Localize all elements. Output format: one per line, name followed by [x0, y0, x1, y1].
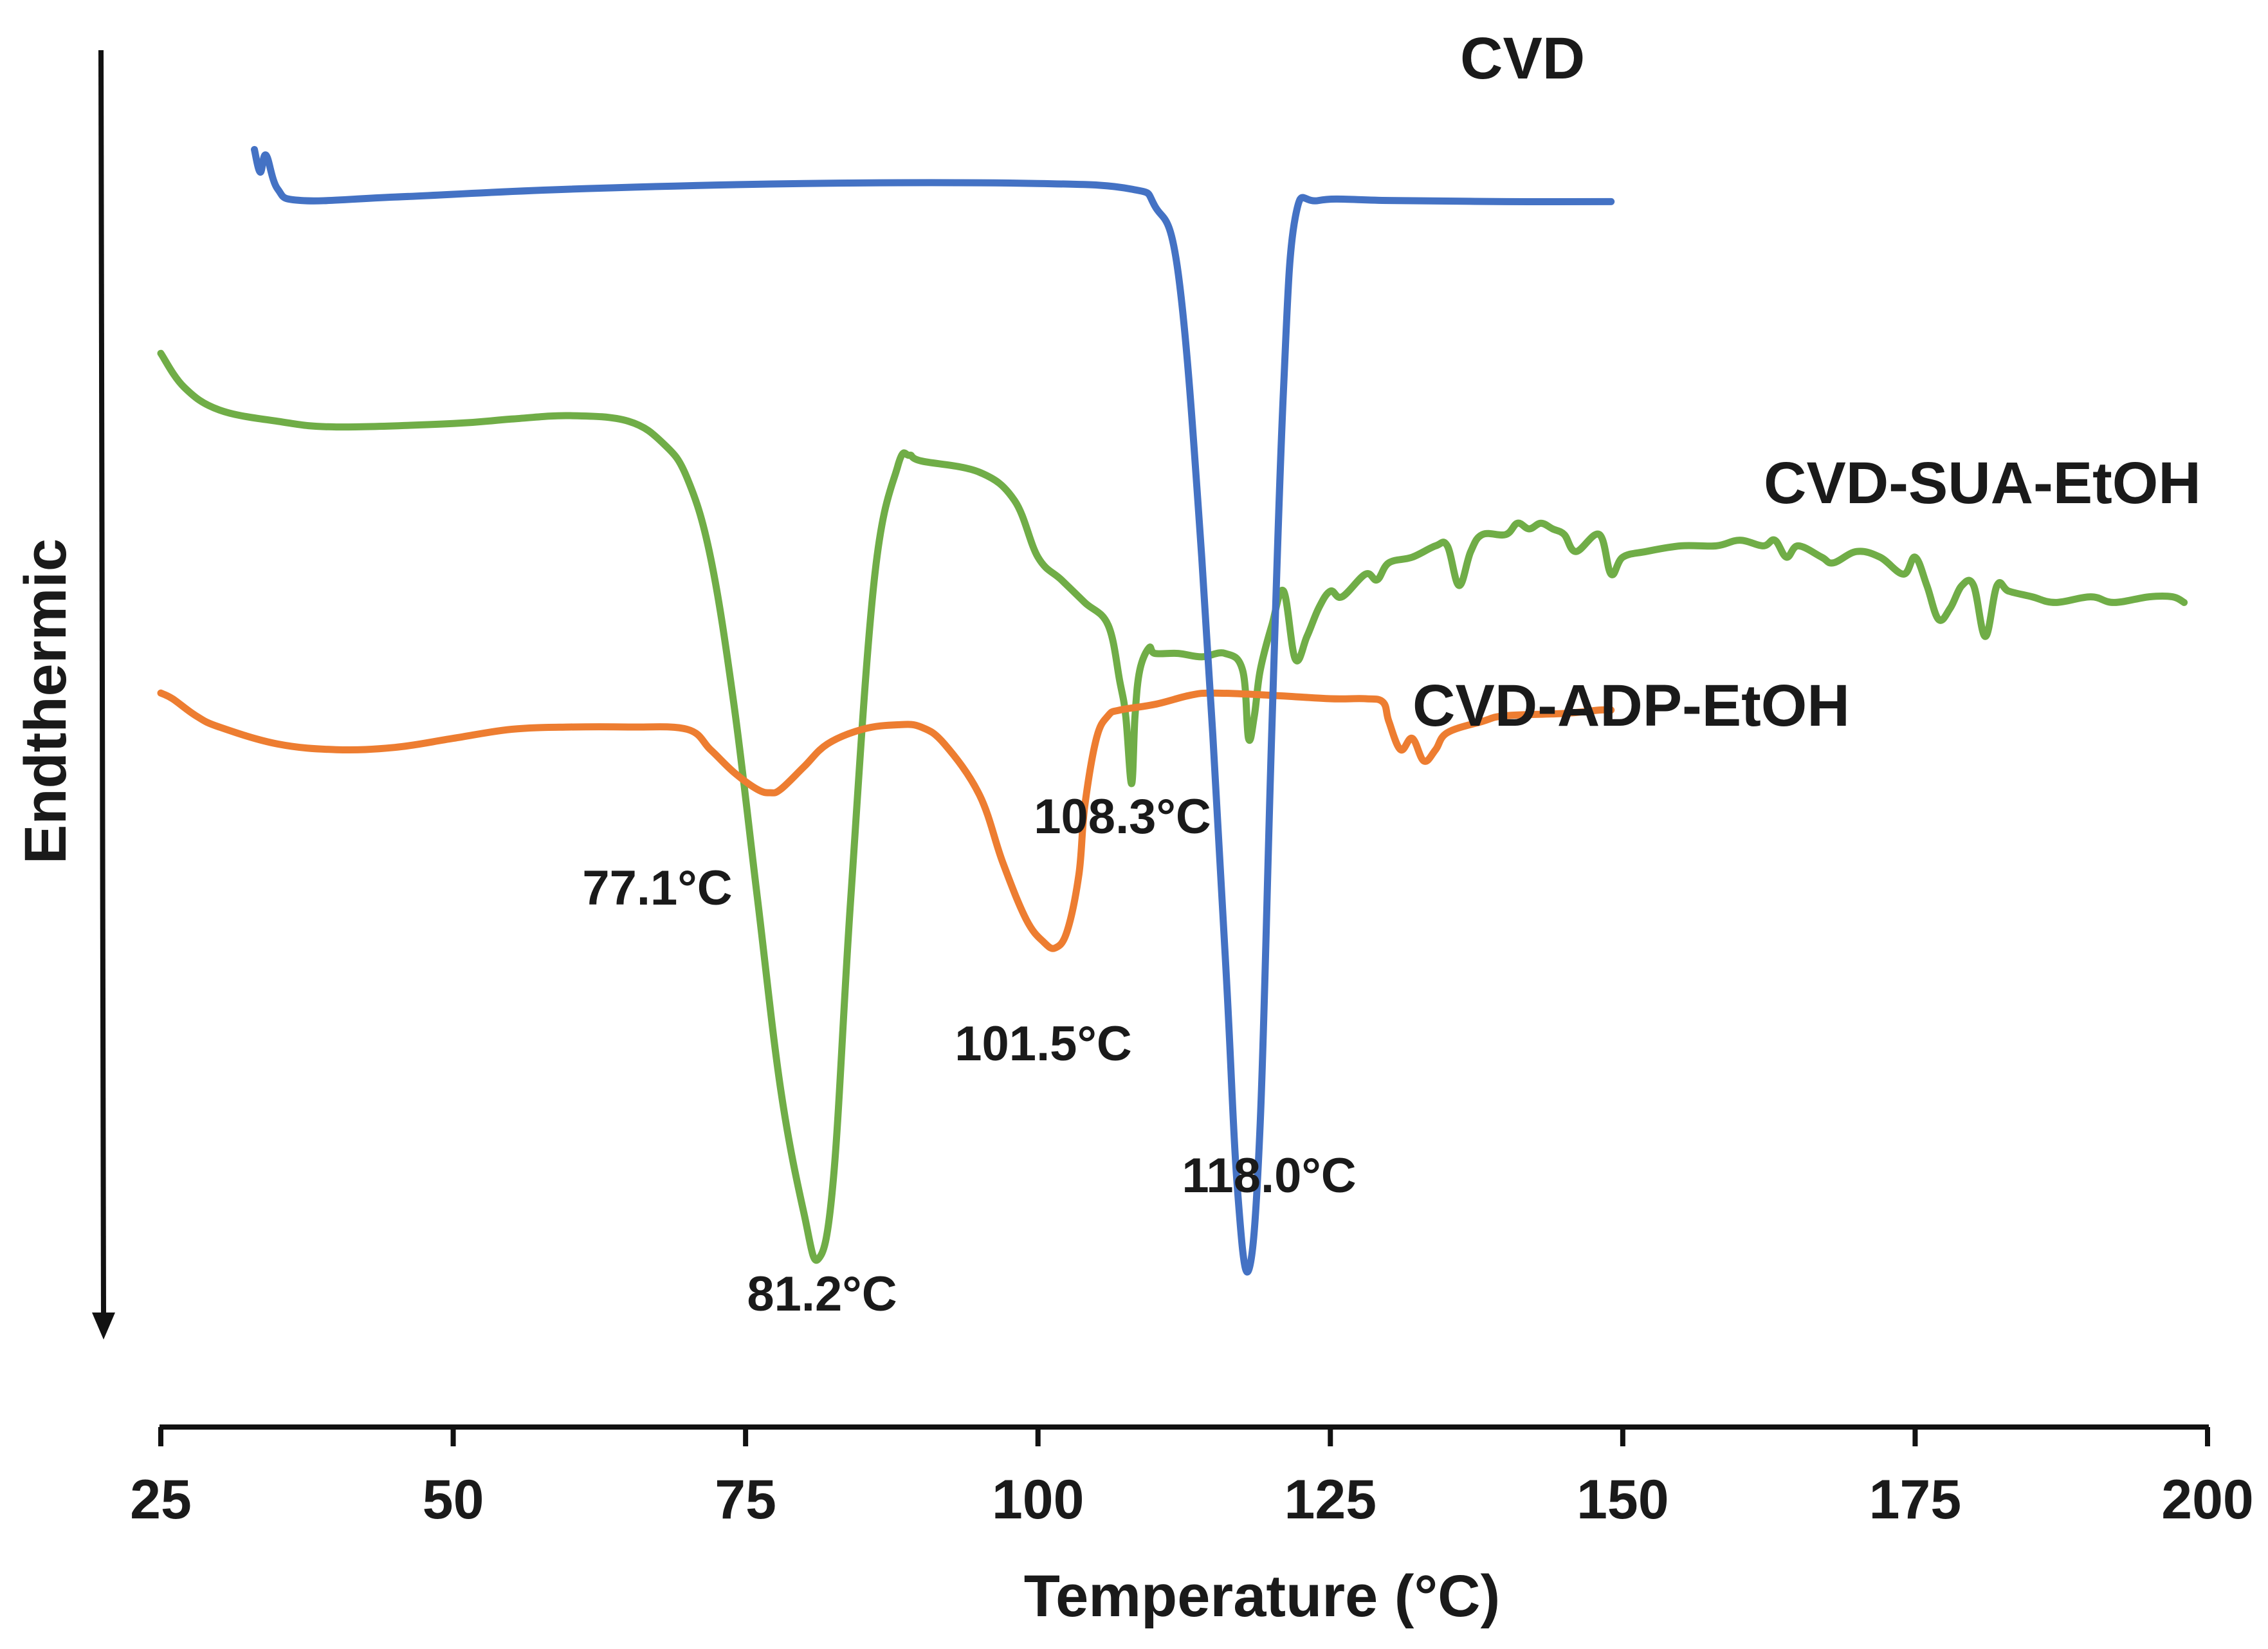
x-axis-title: Temperature (°C) [1024, 1563, 1501, 1629]
x-tick-label: 200 [2161, 1469, 2254, 1531]
x-tick-label: 150 [1577, 1469, 1669, 1531]
series-group [157, 145, 2188, 1276]
peak-label-101-5: 101.5°C [955, 1017, 1131, 1071]
series-line-cvd [251, 145, 1615, 1276]
x-tick-label: 175 [1869, 1469, 1962, 1531]
y-axis-arrow [92, 50, 115, 1340]
y-axis-title: Endthermic [13, 539, 78, 864]
x-tick-label: 75 [715, 1469, 776, 1531]
peak-label-81-2: 81.2°C [747, 1267, 897, 1322]
x-tick-label: 50 [423, 1469, 484, 1531]
peak-label-77-1: 77.1°C [582, 861, 732, 916]
x-axis-ticks: 25 50 75 100 125 150 175 200 [130, 1427, 2254, 1531]
x-tick-label: 25 [130, 1469, 192, 1531]
x-tick-label: 125 [1285, 1469, 1377, 1531]
peak-label-108-3: 108.3°C [1034, 789, 1211, 844]
series-label-cvd-sua-etoh: CVD-SUA-EtOH [1764, 450, 2201, 516]
series-label-cvd-adp-etoh: CVD-ADP-EtOH [1413, 673, 1850, 739]
series-label-cvd: CVD [1460, 26, 1585, 91]
x-tick-label: 100 [992, 1469, 1084, 1531]
x-axis: 25 50 75 100 125 150 175 200 [130, 1424, 2254, 1531]
series-line-cvd-adp-etoh [157, 689, 1615, 952]
peak-label-118-0: 118.0°C [1182, 1148, 1356, 1203]
